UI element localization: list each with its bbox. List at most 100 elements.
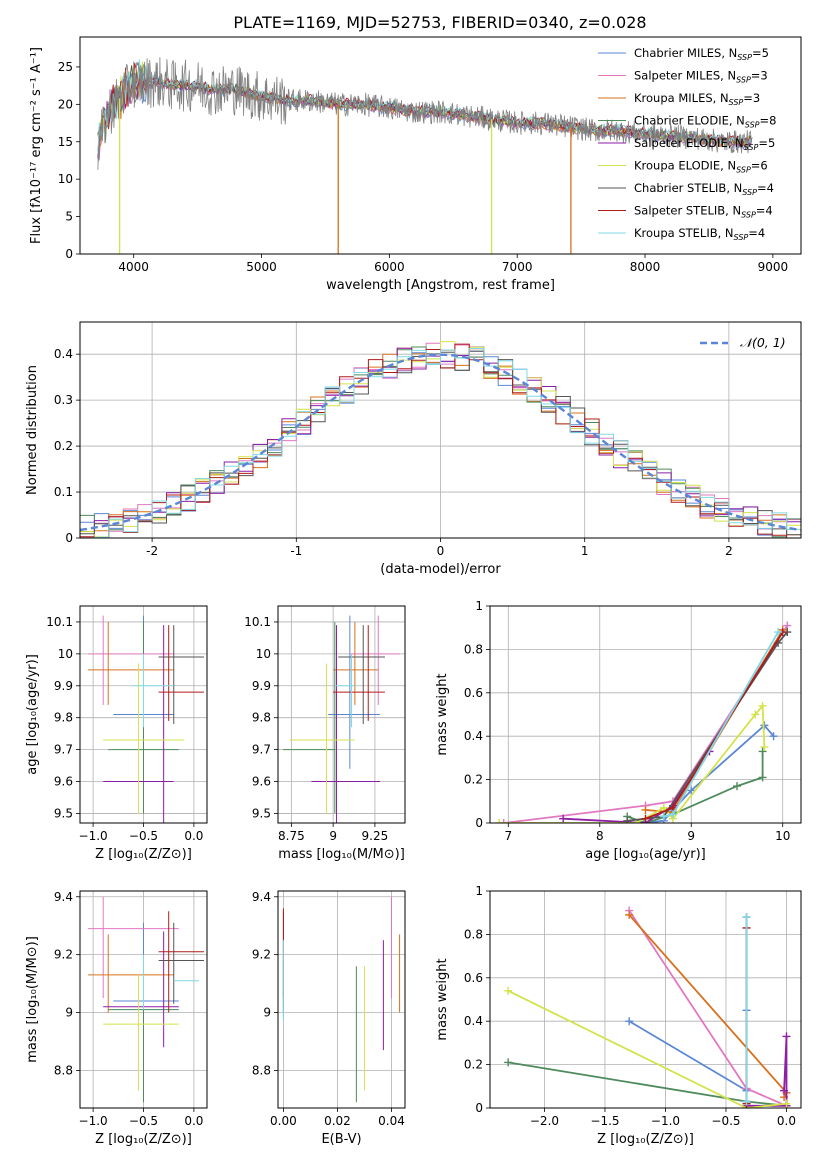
legend-label-suffix: =4 [757,181,774,195]
x-tick-label: 0.0 [777,1114,796,1128]
y-tick-label: 5 [65,210,73,224]
y-tick-label: 0.6 [464,686,483,700]
weight-marker-cyan [742,913,751,922]
weight-line-green [508,1061,787,1107]
y-tick-label: 0.2 [464,1058,483,1072]
y-tick-label: 0 [65,247,73,261]
legend-label: Salpeter MILES, NSSP=3 [634,69,768,85]
legend-label: Kroupa ELODIE, NSSP=6 [634,159,768,175]
x-tick-label: 4000 [118,260,149,274]
y-tick-label: 0.4 [54,347,73,361]
weight-marker-yellow [782,1099,791,1108]
y-tick-label: 9.2 [252,948,271,962]
chart-residuals: -2 -1 0 1 2 0 0.1 0.2 0.3 0.4 (data-model)/error No… [25,321,802,577]
legend-label: Salpeter STELIB, NSSP=4 [634,204,773,220]
legend-label-subscript: SSP [729,98,744,107]
y-axis-label: mass weight [435,673,450,755]
chart-age_vs_mass: 8.75 9 9.25 9.5 9.6 9.7 9.8 9.9 10 10.1 mass [log₁… [244,605,406,862]
y-axis-label: Flux [fλ10⁻¹⁷ erg cm⁻² s⁻¹ A⁻¹] [29,47,44,244]
x-tick-label: 5000 [246,260,277,274]
y-tick-label: 9.7 [252,743,271,757]
chart-mass_vs_Z: −1.0 −0.5 0.0 8.8 9 9.2 9.4 Z [log₁₀(Z/Z⊙)] mass… [25,890,208,1147]
x-tick-label: −0.5 [129,1114,158,1128]
legend-label-subscript: SSP [736,166,751,175]
x-axis-label: Z [log₁₀(Z/Z⊙)] [597,1132,694,1147]
x-tick-label: −1.0 [651,1114,680,1128]
chart-weight_vs_age: 7 8 9 10 0 0.2 0.4 0.6 0.8 1 age [log₁₀(age/yr)] ma… [435,599,802,862]
weight-marker-yellow [495,819,504,823]
legend-label-text: Kroupa MILES, N [634,91,729,105]
x-tick-label: 9 [687,829,695,843]
weight-marker-green [504,1058,513,1067]
y-tick-label: 9.5 [54,806,73,820]
legend-label-subscript: SSP [737,53,752,62]
y-axis-label: mass weight [435,958,450,1040]
axes-frame [277,890,406,1109]
figure-title: PLATE=1169, MJD=52753, FIBERID=0340, z=0… [233,13,646,32]
x-tick-label: 9 [329,829,337,843]
legend-label-text: Chabrier MILES, N [634,46,737,60]
legend-label: Kroupa STELIB, NSSP=4 [634,226,765,242]
x-tick-label: −1.5 [590,1114,619,1128]
x-tick-label: 7000 [502,260,533,274]
weight-marker-yellow [760,743,769,752]
x-tick-label: -1 [290,544,302,558]
x-tick-label: 9.25 [362,829,389,843]
histogram-step-pink [80,342,801,538]
y-tick-label: 9.9 [252,679,271,693]
weight-line-yellow [507,989,787,1108]
x-tick-label: 0.04 [378,1114,405,1128]
weight-marker-blue [625,1017,634,1026]
histogram-step-cyan [80,348,801,538]
weight-marker-purple [559,814,568,823]
legend-label-subscript: SSP [745,121,760,130]
x-tick-label: −1.0 [79,1114,108,1128]
x-tick-label: −0.5 [129,829,158,843]
weight-marker-yellow [751,710,760,719]
weight-marker-green [758,773,767,782]
plot-area [283,615,400,823]
x-tick-label: −2.0 [530,1114,559,1128]
x-axis-label: Z [log₁₀(Z/Z⊙)] [95,1132,192,1147]
plot-area [88,896,204,1103]
plot-area [80,341,801,538]
legend-label-subscript: SSP [742,188,757,197]
x-tick-label: 2 [725,544,733,558]
weight-marker-green [758,747,767,756]
y-tick-label: 0 [65,531,73,545]
weight-marker-cyan [742,1097,751,1106]
x-tick-label: 0 [437,544,445,558]
axes-frame [79,605,208,824]
y-tick-label: 1 [475,599,483,613]
y-tick-label: 10 [58,647,73,661]
weight-line-green [626,751,764,823]
weight-marker-cyan [668,810,677,819]
axes-frame [79,36,802,255]
y-axis-label: mass [log₁₀(M/M⊙)] [25,936,40,1063]
y-tick-label: 9.5 [252,806,271,820]
y-tick-label: 0.1 [54,485,73,499]
weight-marker-green [732,782,741,791]
weight-marker-pink [499,819,508,823]
x-axis-label: Z [log₁₀(Z/Z⊙)] [95,847,192,862]
axes-frame [79,890,208,1109]
x-axis-label: (data-model)/error [380,562,501,577]
x-tick-label: 0.0 [184,1114,203,1128]
legend-label-text: Salpeter MILES, N [634,69,736,83]
y-tick-label: 0.4 [464,1014,483,1028]
histogram-step-purple [80,346,801,538]
x-tick-label: 1 [581,544,589,558]
y-tick-label: 10.1 [244,615,271,629]
chart-weight_vs_Z: −2.0 −1.5 −1.0 −0.5 0.0 0 0.2 0.4 0.6 0.8 1 Z [log₁… [435,884,802,1147]
y-tick-label: 10.1 [46,615,73,629]
y-tick-label: 0.8 [464,642,483,656]
x-tick-label: 8.75 [278,829,305,843]
x-tick-label: 0.02 [324,1114,351,1128]
x-tick-label: 8000 [630,260,661,274]
y-tick-label: 9.6 [54,775,73,789]
axes-frame [79,321,802,539]
plot-area [88,615,204,823]
legend-label-suffix: =5 [752,46,769,60]
histogram-step-yellow [80,341,801,538]
weight-marker-blue [769,732,778,741]
